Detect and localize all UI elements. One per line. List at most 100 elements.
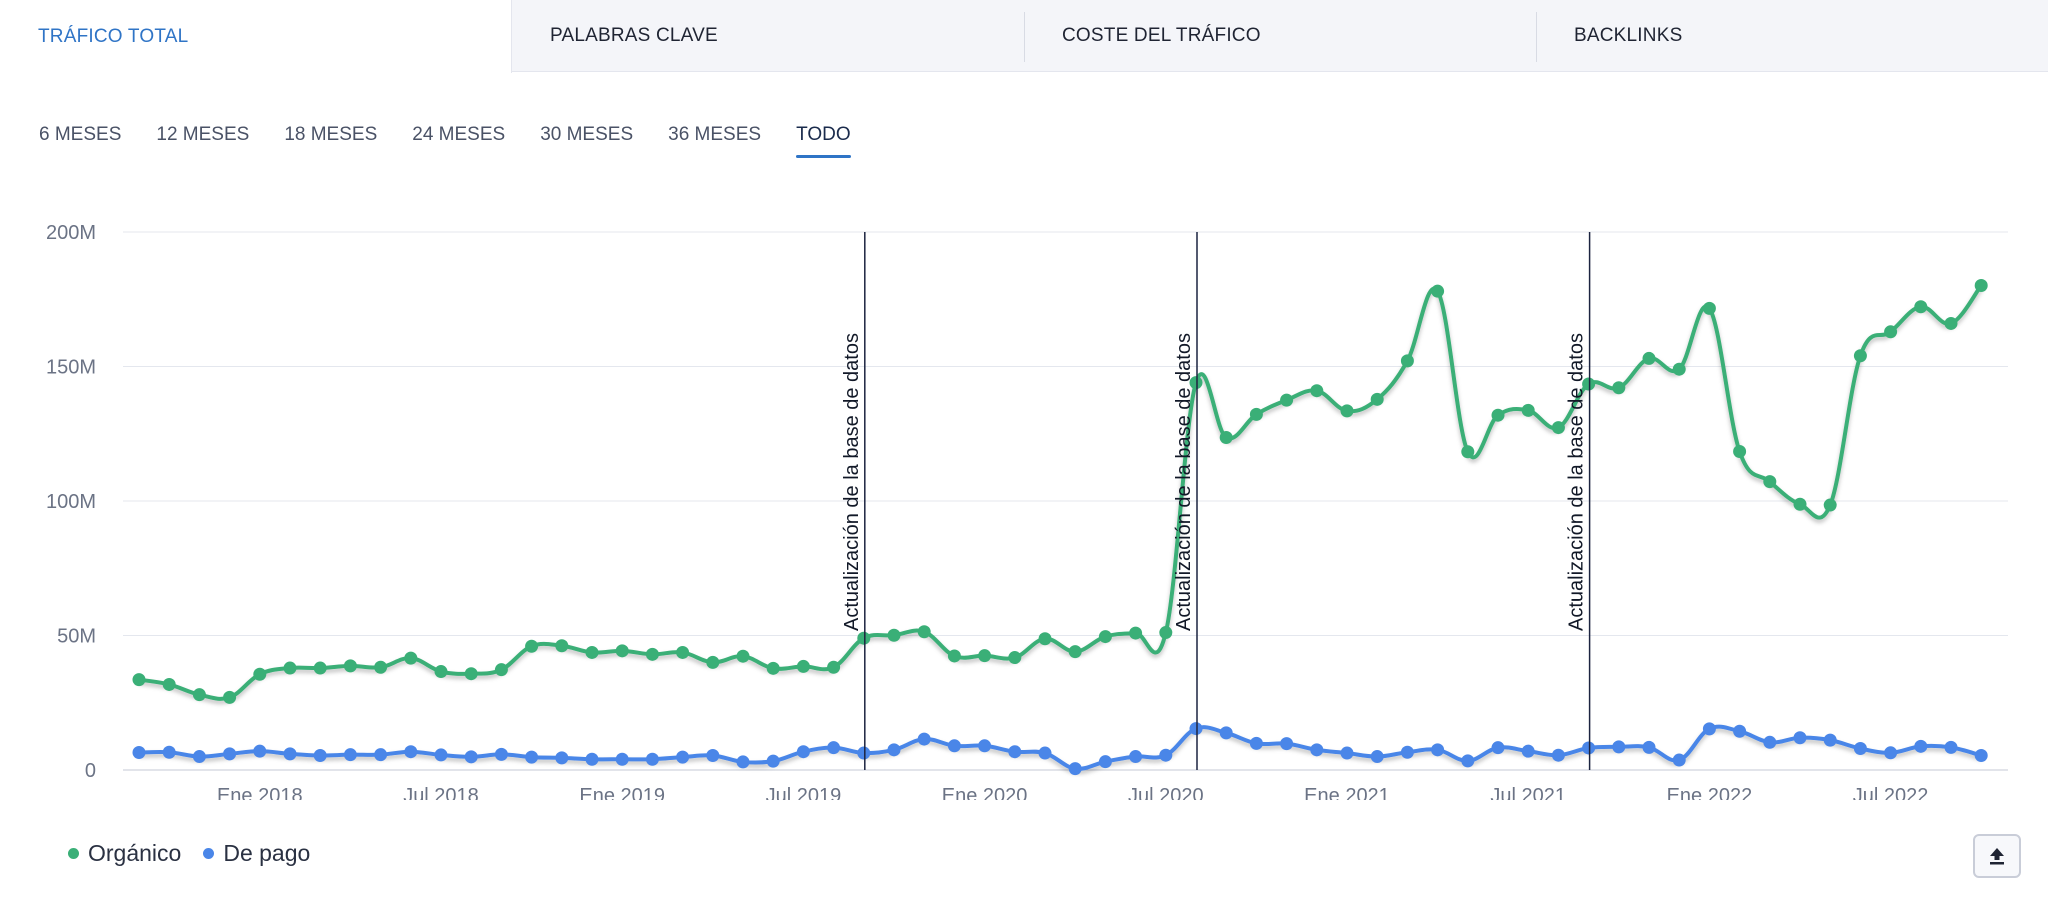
organico-data-point[interactable] <box>1219 431 1233 445</box>
de-pago-data-point[interactable] <box>192 750 206 764</box>
organico-data-point[interactable] <box>1884 325 1898 339</box>
de-pago-data-point[interactable] <box>1129 750 1143 764</box>
de-pago-data-point[interactable] <box>1370 750 1384 764</box>
organico-data-point[interactable] <box>1793 497 1807 511</box>
tab-trafico-total[interactable]: TRÁFICO TOTAL <box>0 0 512 73</box>
organico-data-point[interactable] <box>223 690 237 704</box>
organico-data-point[interactable] <box>585 645 599 659</box>
organico-data-point[interactable] <box>1642 351 1656 365</box>
period-6-meses[interactable]: 6 MESES <box>39 124 122 145</box>
organico-data-point[interactable] <box>1944 316 1958 330</box>
organico-data-point[interactable] <box>1551 421 1565 435</box>
organico-data-point[interactable] <box>162 677 176 691</box>
de-pago-data-point[interactable] <box>1642 740 1656 754</box>
organico-data-point[interactable] <box>1129 626 1143 640</box>
de-pago-data-point[interactable] <box>1008 745 1022 759</box>
de-pago-data-point[interactable] <box>796 745 810 759</box>
de-pago-data-point[interactable] <box>1974 748 1988 762</box>
de-pago-data-point[interactable] <box>1249 736 1263 750</box>
organico-data-point[interactable] <box>494 663 508 677</box>
organico-data-point[interactable] <box>917 625 931 639</box>
organico-data-point[interactable] <box>1763 475 1777 489</box>
de-pago-data-point[interactable] <box>555 751 569 765</box>
organico-data-point[interactable] <box>253 667 267 681</box>
de-pago-data-point[interactable] <box>1280 737 1294 751</box>
de-pago-data-point[interactable] <box>1521 744 1535 758</box>
de-pago-data-point[interactable] <box>1914 739 1928 753</box>
de-pago-data-point[interactable] <box>645 752 659 766</box>
de-pago-data-point[interactable] <box>1431 743 1445 757</box>
organico-data-point[interactable] <box>343 659 357 673</box>
organico-data-point[interactable] <box>1521 403 1535 417</box>
de-pago-data-point[interactable] <box>1884 746 1898 760</box>
organico-data-point[interactable] <box>1098 630 1112 644</box>
organico-data-point[interactable] <box>1853 349 1867 363</box>
de-pago-data-point[interactable] <box>1098 755 1112 769</box>
de-pago-data-point[interactable] <box>1702 722 1716 736</box>
organico-data-point[interactable] <box>1400 354 1414 368</box>
period-18-meses[interactable]: 18 MESES <box>284 124 378 145</box>
de-pago-data-point[interactable] <box>978 739 992 753</box>
de-pago-data-point[interactable] <box>1551 748 1565 762</box>
de-pago-data-point[interactable] <box>253 744 267 758</box>
de-pago-data-point[interactable] <box>736 755 750 769</box>
organico-data-point[interactable] <box>887 628 901 642</box>
de-pago-data-point[interactable] <box>1219 726 1233 740</box>
de-pago-data-point[interactable] <box>766 754 780 768</box>
period-36-meses[interactable]: 36 MESES <box>668 124 762 145</box>
de-pago-data-point[interactable] <box>947 739 961 753</box>
organico-data-point[interactable] <box>1672 362 1686 376</box>
de-pago-data-point[interactable] <box>857 746 871 760</box>
de-pago-data-point[interactable] <box>132 746 146 760</box>
de-pago-data-point[interactable] <box>1582 741 1596 755</box>
period-30-meses[interactable]: 30 MESES <box>540 124 634 145</box>
de-pago-data-point[interactable] <box>434 748 448 762</box>
de-pago-data-point[interactable] <box>1400 745 1414 759</box>
de-pago-data-point[interactable] <box>1823 733 1837 747</box>
organico-data-point[interactable] <box>1612 381 1626 395</box>
organico-data-point[interactable] <box>525 639 539 653</box>
organico-data-point[interactable] <box>1733 445 1747 459</box>
de-pago-data-point[interactable] <box>313 748 327 762</box>
organico-data-point[interactable] <box>1159 626 1173 640</box>
de-pago-data-point[interactable] <box>494 747 508 761</box>
tab-backlinks[interactable]: BACKLINKS <box>1536 0 2048 72</box>
de-pago-data-point[interactable] <box>464 750 478 764</box>
de-pago-data-point[interactable] <box>676 750 690 764</box>
legend-item-de-pago[interactable]: De pago <box>203 840 310 867</box>
organico-data-point[interactable] <box>313 661 327 675</box>
de-pago-data-point[interactable] <box>1853 741 1867 755</box>
de-pago-data-point[interactable] <box>283 747 297 761</box>
de-pago-data-point[interactable] <box>615 752 629 766</box>
de-pago-data-point[interactable] <box>162 745 176 759</box>
organico-data-point[interactable] <box>796 659 810 673</box>
organico-data-point[interactable] <box>283 661 297 675</box>
organico-data-point[interactable] <box>1491 408 1505 422</box>
de-pago-data-point[interactable] <box>1068 762 1082 776</box>
organico-data-point[interactable] <box>827 660 841 674</box>
de-pago-data-point[interactable] <box>1793 731 1807 745</box>
de-pago-data-point[interactable] <box>404 745 418 759</box>
organico-data-point[interactable] <box>1702 301 1716 315</box>
organico-data-point[interactable] <box>1582 377 1596 391</box>
legend-item-organico[interactable]: Orgánico <box>68 840 181 867</box>
de-pago-data-point[interactable] <box>917 732 931 746</box>
period-24-meses[interactable]: 24 MESES <box>412 124 506 145</box>
de-pago-data-point[interactable] <box>1491 741 1505 755</box>
organico-data-point[interactable] <box>1280 393 1294 407</box>
de-pago-data-point[interactable] <box>1189 722 1203 736</box>
organico-data-point[interactable] <box>947 649 961 663</box>
de-pago-data-point[interactable] <box>1310 743 1324 757</box>
de-pago-data-point[interactable] <box>1159 748 1173 762</box>
organico-data-point[interactable] <box>1431 284 1445 298</box>
de-pago-data-point[interactable] <box>1461 754 1475 768</box>
organico-data-point[interactable] <box>1974 279 1988 293</box>
de-pago-data-point[interactable] <box>374 748 388 762</box>
export-button[interactable] <box>1973 834 2021 878</box>
organico-data-point[interactable] <box>766 661 780 675</box>
organico-data-point[interactable] <box>615 644 629 658</box>
de-pago-data-point[interactable] <box>1763 735 1777 749</box>
tab-palabras-clave[interactable]: PALABRAS CLAVE <box>512 0 1024 72</box>
de-pago-data-point[interactable] <box>1340 746 1354 760</box>
organico-data-point[interactable] <box>1340 404 1354 418</box>
